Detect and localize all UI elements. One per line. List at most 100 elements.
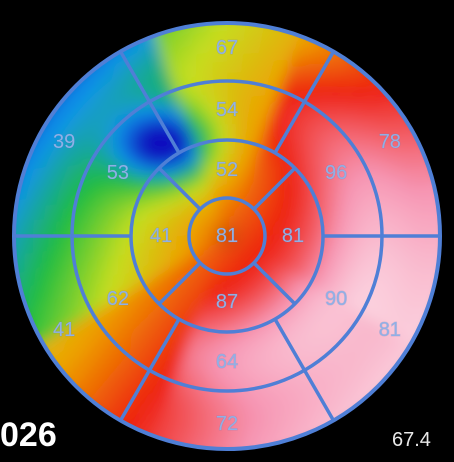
heat-cell: [210, 51, 229, 63]
heat-cell: [251, 84, 269, 99]
heat-cell: [63, 160, 80, 181]
heat-cell: [203, 103, 218, 116]
heat-cell: [284, 251, 297, 262]
heat-cell: [329, 50, 353, 70]
heat-cell: [237, 234, 248, 237]
heat-cell: [177, 246, 189, 254]
heat-cell: [294, 183, 308, 196]
heat-cell: [73, 165, 89, 184]
heat-cell: [182, 256, 194, 266]
heat-cell: [211, 175, 219, 187]
heat-cell: [59, 307, 77, 329]
heat-cell: [273, 173, 286, 186]
heat-cell: [204, 272, 214, 285]
heat-cell: [53, 248, 66, 267]
heat-cell: [254, 341, 269, 355]
heat-cell: [85, 257, 99, 274]
heat-cell: [175, 278, 188, 291]
heat-cell: [33, 250, 46, 270]
heat-cell: [169, 209, 181, 219]
heat-cell: [271, 58, 292, 74]
heat-cell: [351, 270, 366, 287]
heat-cell: [88, 58, 112, 80]
heat-cell: [226, 246, 229, 257]
heat-cell: [70, 89, 92, 112]
heat-cell: [216, 337, 227, 349]
heat-cell: [282, 256, 295, 267]
heat-cell: [192, 104, 207, 118]
heat-cell: [386, 118, 406, 141]
sector-divider: [252, 261, 297, 306]
heat-cell: [227, 236, 237, 242]
heat-cell: [242, 52, 261, 66]
heat-cell: [250, 374, 267, 388]
segment-value-apical: 87: [216, 291, 238, 313]
heat-cell: [393, 298, 410, 320]
heat-cell: [225, 225, 227, 236]
heat-cell: [178, 249, 190, 258]
heat-cell: [67, 128, 86, 150]
heat-cell: [200, 83, 217, 95]
heat-cell: [184, 259, 196, 269]
heat-cell: [180, 176, 193, 189]
heat-cell: [222, 184, 228, 196]
heat-cell: [227, 232, 237, 236]
heat-cell: [63, 290, 79, 310]
heat-cell: [218, 255, 224, 267]
heat-cell: [420, 236, 432, 256]
heat-cell: [193, 406, 212, 420]
heat-cell: [116, 252, 129, 266]
heat-cell: [235, 224, 245, 231]
heat-cell: [297, 221, 309, 231]
heat-cell: [198, 222, 209, 230]
heat-cell: [347, 246, 360, 261]
heat-cell: [48, 279, 64, 299]
heat-cell: [169, 252, 181, 262]
heat-cell: [377, 124, 397, 146]
heat-cell: [163, 281, 177, 294]
heat-cell: [245, 242, 256, 250]
heat-cell: [274, 249, 287, 258]
heat-cell: [39, 167, 55, 189]
heat-cell: [199, 220, 210, 228]
heat-cell: [178, 97, 194, 112]
heat-cell: [389, 280, 405, 301]
heat-cell: [78, 182, 93, 199]
heat-cell: [243, 218, 254, 226]
heat-cell: [359, 154, 377, 173]
heat-cell: [289, 53, 311, 70]
heat-cell: [253, 394, 272, 408]
heat-cell: [196, 334, 210, 347]
heat-cell: [187, 84, 204, 98]
segment-grid: [12, 21, 442, 451]
heat-cell: [198, 242, 209, 249]
heat-cell: [243, 246, 254, 254]
heat-cell: [222, 276, 227, 288]
heat-cell: [227, 230, 237, 236]
heat-cell: [364, 91, 386, 113]
heat-cell: [307, 243, 319, 253]
heat-cell: [230, 205, 236, 217]
heat-cell: [187, 185, 199, 197]
heat-cell: [162, 199, 175, 211]
heat-cell: [161, 261, 174, 272]
heat-cell: [211, 253, 219, 264]
heat-cell: [240, 176, 249, 189]
perfusion-heatmap: [14, 23, 440, 449]
heat-cell: [366, 341, 387, 363]
heat-cell: [119, 377, 141, 396]
heat-cell: [288, 236, 299, 243]
heat-cell: [101, 402, 125, 422]
heat-cell: [233, 220, 242, 229]
heat-cell: [157, 210, 170, 221]
heat-cell: [235, 208, 243, 219]
heat-cell: [247, 233, 258, 237]
heat-cell: [58, 276, 74, 296]
heat-cell: [161, 164, 176, 179]
heat-cell: [183, 188, 195, 200]
heat-cell: [371, 84, 393, 107]
heat-cell: [224, 205, 228, 216]
heat-cell: [66, 321, 85, 342]
heat-cell: [49, 171, 65, 192]
heat-cell: [237, 274, 245, 286]
